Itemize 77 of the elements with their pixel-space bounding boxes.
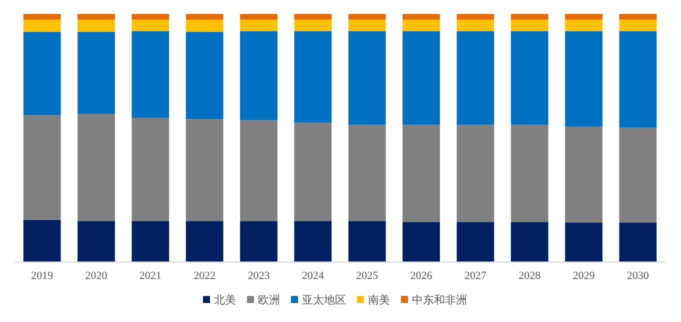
bar <box>78 20 115 32</box>
bar <box>348 221 386 262</box>
bar <box>240 14 278 20</box>
bar <box>294 20 332 32</box>
bar <box>186 221 224 262</box>
x-tick-label: 2022 <box>194 270 216 282</box>
bar <box>132 14 170 20</box>
x-tick-label: 2030 <box>626 270 650 282</box>
bar <box>619 222 657 262</box>
bar <box>186 32 224 120</box>
bar <box>456 31 494 125</box>
bar <box>348 31 386 125</box>
bar <box>510 20 548 32</box>
bar <box>23 115 61 220</box>
bar <box>78 221 115 262</box>
bar <box>348 124 386 222</box>
bar <box>456 14 494 20</box>
bar <box>565 31 602 127</box>
bar <box>619 31 657 128</box>
bar <box>402 222 440 262</box>
bar <box>240 20 278 32</box>
bar <box>456 222 494 262</box>
bar <box>565 126 602 223</box>
bar <box>186 119 224 222</box>
bar <box>294 31 332 123</box>
x-tick-label: 2029 <box>572 270 596 282</box>
bar <box>23 32 61 116</box>
bar <box>510 124 548 222</box>
bar <box>402 14 440 20</box>
legend-label: 亚太地区 <box>302 294 346 306</box>
bar <box>78 114 115 222</box>
bar <box>240 31 278 120</box>
bar <box>294 14 332 20</box>
bar <box>619 14 657 20</box>
bar <box>23 20 61 32</box>
bar <box>565 14 602 20</box>
bar <box>510 222 548 262</box>
bar <box>565 20 602 32</box>
bar <box>619 128 657 223</box>
bar <box>294 221 332 262</box>
legend-label: 南美 <box>368 294 390 306</box>
bar <box>510 31 548 125</box>
x-tick-label: 2019 <box>31 270 54 282</box>
bar <box>348 14 386 20</box>
bar <box>186 14 224 20</box>
bar <box>402 31 440 125</box>
bar <box>510 14 548 20</box>
bar <box>23 220 61 262</box>
bar <box>456 124 494 222</box>
x-tick-label: 2020 <box>85 270 108 282</box>
bar <box>348 20 386 32</box>
legend-label: 中东和非洲 <box>412 294 467 306</box>
bar <box>23 14 61 20</box>
bar <box>132 221 170 262</box>
x-tick-label: 2026 <box>410 270 433 282</box>
bar <box>456 20 494 32</box>
bar <box>619 20 657 32</box>
bar <box>240 120 278 222</box>
legend-label: 欧洲 <box>258 294 280 306</box>
bar <box>78 14 115 20</box>
bar <box>402 20 440 32</box>
bar <box>132 118 170 222</box>
x-tick-label: 2021 <box>139 270 162 282</box>
x-tick-label: 2027 <box>464 270 487 282</box>
bar <box>402 124 440 222</box>
x-tick-label: 2028 <box>518 270 542 282</box>
bar <box>132 31 170 118</box>
bar <box>132 20 170 32</box>
x-tick-label: 2024 <box>302 270 324 282</box>
bar <box>186 20 224 32</box>
bar <box>78 32 115 114</box>
x-tick-label: 2025 <box>356 270 379 282</box>
bar <box>565 222 602 262</box>
x-tick-label: 2023 <box>248 270 270 282</box>
bar <box>240 221 278 262</box>
bar <box>294 122 332 222</box>
legend-label: 北美 <box>214 294 236 306</box>
